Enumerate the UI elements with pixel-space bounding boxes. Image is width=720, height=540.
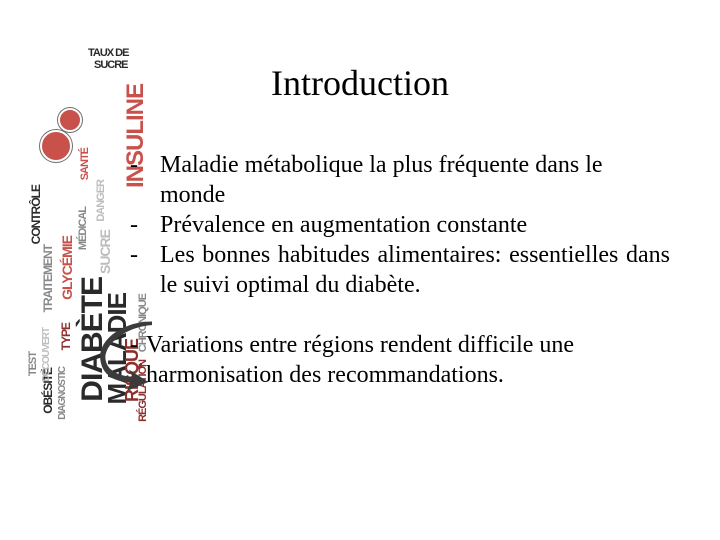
curved-arrow-icon <box>88 318 168 398</box>
bullet-dash: - <box>130 150 160 210</box>
bullet-dash: - <box>130 210 160 240</box>
bullet-text: Prévalence en augmentation constante <box>160 210 670 240</box>
wordcloud-bubble <box>40 130 72 162</box>
bullet-item: - Maladie métabolique la plus fréquente … <box>130 150 670 210</box>
slide-title: Introduction <box>0 62 720 104</box>
wordcloud-word: glycémie <box>60 236 74 300</box>
wordcloud-word: taux de <box>88 48 128 59</box>
wordcloud-word: danger <box>96 180 107 222</box>
wordcloud-word: type <box>60 323 72 350</box>
bullet-list: - Maladie métabolique la plus fréquente … <box>130 150 670 390</box>
bullet-text: Maladie métabolique la plus fréquente da… <box>160 150 670 210</box>
bullet-item: - Variations entre régions rendent diffi… <box>130 330 670 390</box>
wordcloud-word: santé <box>80 148 91 180</box>
bullet-text: Variations entre régions rendent diffici… <box>146 330 670 390</box>
wordcloud-word: traitement <box>42 245 54 312</box>
arrow-path <box>100 322 152 391</box>
wordcloud-word: test <box>28 352 39 376</box>
wordcloud-word: sucre <box>98 230 112 274</box>
wordcloud-word: médical <box>78 207 89 250</box>
wordcloud-word: diagnostic <box>58 367 68 420</box>
wordcloud-word: contrôle <box>30 185 42 244</box>
bullet-text: Les bonnes habitudes alimentaires: essen… <box>160 240 670 300</box>
wordcloud-bubble <box>58 108 82 132</box>
bullet-item: - Prévalence en augmentation constante <box>130 210 670 240</box>
bullet-item: - Les bonnes habitudes alimentaires: ess… <box>130 240 670 300</box>
bullet-dash: - <box>130 240 160 300</box>
wordcloud-word: découvert <box>42 328 52 382</box>
